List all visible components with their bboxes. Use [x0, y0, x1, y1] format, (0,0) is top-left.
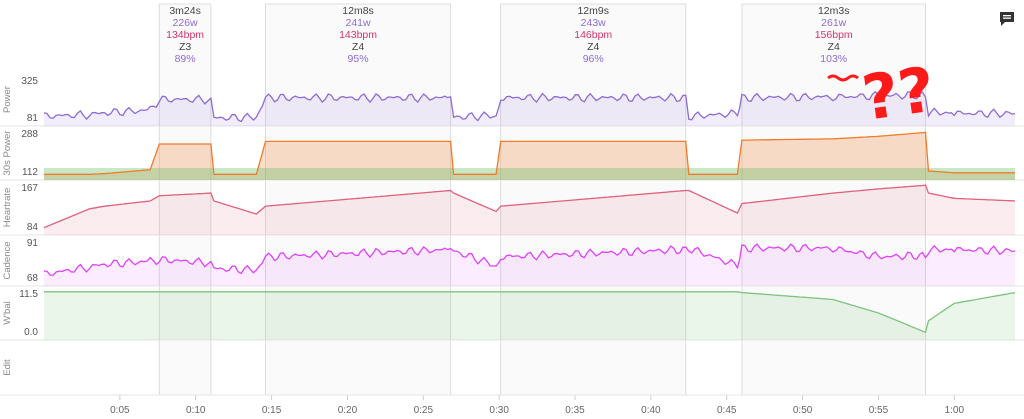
series-line — [43, 90, 1016, 123]
x-tick-label: 0:50 — [793, 405, 813, 416]
x-tick-label: 0:35 — [565, 405, 585, 416]
interval-pct: 89% — [175, 53, 196, 65]
panel-heartrate: Heartrate 167 84 — [0, 183, 1024, 236]
interval-duration: 12m8s — [342, 5, 374, 17]
interval-power: 261w — [821, 17, 847, 29]
interval-zone: Z4 — [352, 41, 364, 53]
panel-label: 30s Power — [2, 131, 13, 176]
ytick-label: 68 — [27, 273, 39, 284]
panel-30s-power: 30s Power 288 112 — [0, 129, 1024, 181]
series-area — [44, 244, 1015, 286]
interval-pct: 96% — [583, 53, 604, 65]
x-tick-label: 0:40 — [641, 405, 661, 416]
ytick-label: 167 — [21, 183, 38, 194]
series-line — [43, 184, 1016, 229]
comment-icon[interactable] — [998, 10, 1016, 28]
ytick-label: 112 — [22, 167, 38, 178]
interval-power: 226w — [173, 17, 199, 29]
series-area — [44, 185, 1015, 235]
question-annotation: ?? — [827, 53, 939, 135]
x-tick-label: 0:30 — [489, 405, 509, 416]
interval-duration: 12m3s — [818, 5, 850, 17]
ytick-label: 11.5 — [19, 289, 38, 300]
interval-zone: Z4 — [828, 41, 840, 53]
panel-label: Edit — [2, 359, 13, 376]
x-tick-label: 0:15 — [262, 405, 282, 416]
x-tick-label: 0:20 — [338, 405, 358, 416]
series-line — [44, 291, 1016, 334]
interval-zone: Z4 — [587, 41, 599, 53]
series-line — [43, 243, 1016, 276]
panel-label: Heartrate — [2, 188, 13, 228]
chart-panels: Power 325 81 30s Power 288 112 Heartrate 167 84 C… — [0, 76, 1024, 396]
annotation-squiggle — [827, 74, 859, 82]
x-tick-label: 0:45 — [717, 405, 737, 416]
interval-duration: 3m24s — [169, 5, 201, 17]
interval-band-1[interactable] — [158, 3, 212, 396]
interval-hr: 146bpm — [574, 29, 612, 41]
ytick-label: 81 — [27, 113, 39, 124]
interval-band-3[interactable] — [500, 3, 687, 396]
ytick-label: 288 — [21, 129, 38, 140]
series-area — [44, 291, 1015, 340]
x-tick-label: 0:25 — [414, 405, 434, 416]
ytick-label: 0.0 — [24, 327, 38, 338]
series-area — [44, 91, 1015, 126]
interval-hr: 134bpm — [166, 29, 204, 41]
x-tick-label: 0:55 — [869, 405, 889, 416]
panel-power: Power 325 81 — [0, 76, 1024, 127]
x-tick-label: 1:00 — [945, 405, 965, 416]
x-tick-label: 0:05 — [110, 405, 130, 416]
interval-hr: 156bpm — [815, 29, 853, 41]
x-axis: 0:05 0:10 0:15 0:20 0:25 0:30 0:35 0:40 0:45 0:50… — [0, 394, 1024, 416]
interval-zone: Z3 — [179, 41, 191, 53]
interval-hr: 143bpm — [339, 29, 377, 41]
panel-label: W'bal — [2, 301, 13, 324]
interval-duration: 12m9s — [577, 5, 609, 17]
interval-power: 243w — [581, 17, 607, 29]
interval-labels: 3m24s226w134bpmZ389%12m8s241w143bpmZ495%… — [166, 5, 853, 65]
ytick-label: 84 — [27, 222, 39, 233]
interval-power: 241w — [346, 17, 372, 29]
panel-label: Cadence — [2, 241, 13, 279]
panel-w-bal: W'bal 11.5 0.0 — [0, 289, 1024, 341]
ytick-label: 325 — [21, 76, 38, 87]
x-tick-label: 0:10 — [186, 405, 206, 416]
interval-pct: 103% — [820, 53, 847, 65]
annotation-text: ?? — [858, 53, 939, 135]
panel-label: Power — [2, 86, 13, 113]
interval-pct: 95% — [348, 53, 369, 65]
panel-cadence: Cadence 91 68 — [0, 238, 1024, 287]
ytick-label: 91 — [27, 238, 39, 249]
interval-band-2[interactable] — [265, 3, 452, 396]
zone-band-green — [44, 168, 1015, 180]
series-line — [44, 131, 1015, 175]
series-area — [44, 132, 1015, 180]
